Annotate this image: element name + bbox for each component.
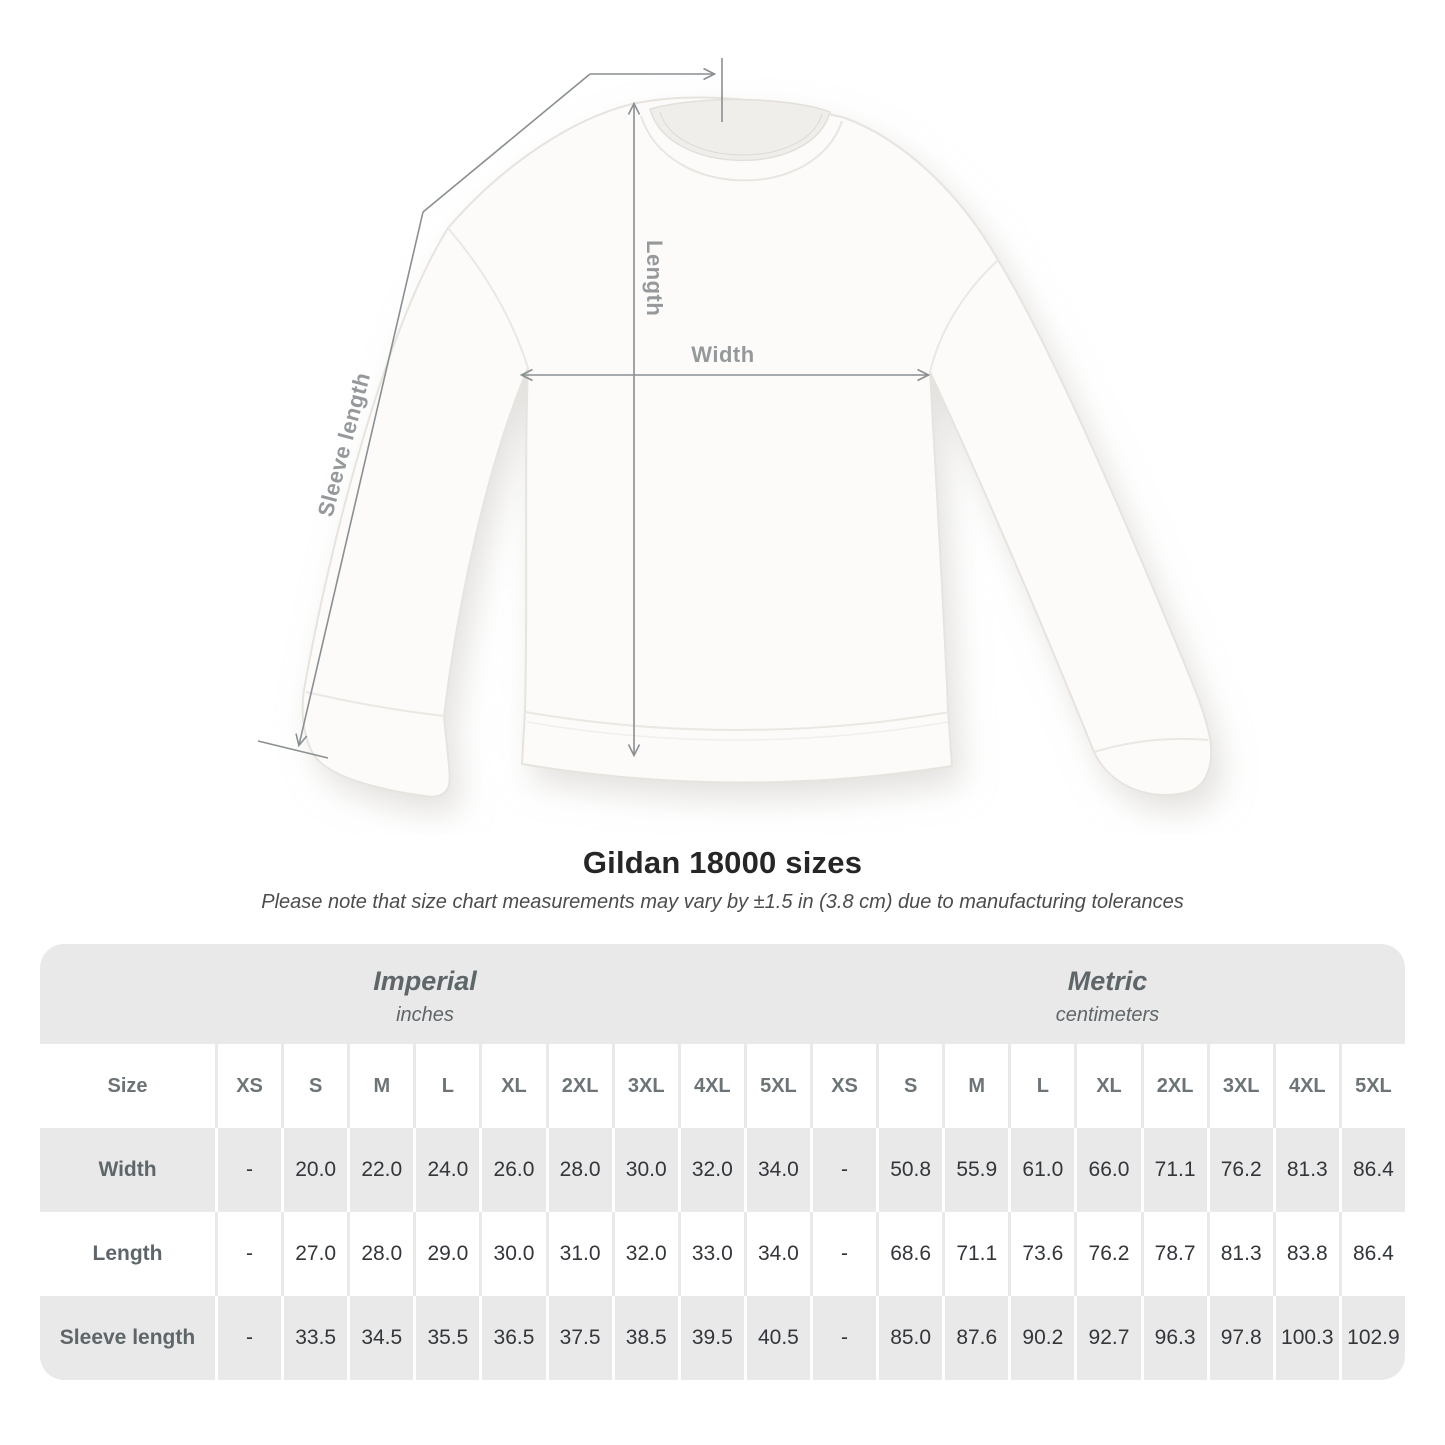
width-metric-xs: -	[809, 1128, 877, 1212]
size-col-header: 3XL	[1206, 1044, 1273, 1128]
size-col-header: L	[413, 1044, 480, 1128]
size-col-header: 4XL	[677, 1044, 744, 1128]
sleeve-metric-4xl: 100.3	[1272, 1296, 1339, 1380]
sleeve-imperial-xs: -	[215, 1296, 282, 1380]
width-label: Width	[691, 342, 754, 367]
length-row: Length - 27.0 28.0 29.0 30.0 31.0 32.0 3…	[40, 1212, 1405, 1296]
size-col-header: 5XL	[743, 1044, 810, 1128]
metric-group-header: Metric centimeters	[809, 944, 1405, 1044]
length-imperial-2xl: 31.0	[545, 1212, 612, 1296]
width-imperial-3xl: 30.0	[611, 1128, 678, 1212]
length-metric-5xl: 86.4	[1338, 1212, 1405, 1296]
width-imperial-m: 22.0	[347, 1128, 414, 1212]
sleeve-metric-2xl: 96.3	[1140, 1296, 1207, 1380]
size-table: Imperial inches Metric centimeters Size …	[40, 944, 1405, 1380]
size-col-header: 3XL	[611, 1044, 678, 1128]
size-col-header: S	[876, 1044, 943, 1128]
size-col-header: XS	[215, 1044, 282, 1128]
sleeve-imperial-s: 33.5	[281, 1296, 348, 1380]
size-header-cell: Size	[40, 1044, 215, 1128]
width-row: Width - 20.0 22.0 24.0 26.0 28.0 30.0 32…	[40, 1128, 1405, 1212]
size-col-header: XS	[809, 1044, 877, 1128]
length-imperial-5xl: 34.0	[743, 1212, 810, 1296]
row-label: Sleeve length	[40, 1296, 215, 1380]
width-metric-xl: 66.0	[1074, 1128, 1141, 1212]
imperial-group-header: Imperial inches	[40, 944, 810, 1044]
sleeve-imperial-l: 35.5	[413, 1296, 480, 1380]
sleeve-metric-xs: -	[809, 1296, 877, 1380]
width-metric-2xl: 71.1	[1140, 1128, 1207, 1212]
width-imperial-s: 20.0	[281, 1128, 348, 1212]
length-metric-3xl: 81.3	[1206, 1212, 1273, 1296]
sleeve-metric-m: 87.6	[942, 1296, 1009, 1380]
sleeve-length-line	[295, 211, 424, 748]
sweatshirt-image	[301, 96, 1213, 798]
sleeve-end-tick	[257, 740, 329, 759]
sleeve-metric-s: 85.0	[876, 1296, 943, 1380]
length-metric-m: 71.1	[942, 1212, 1009, 1296]
row-label: Width	[40, 1128, 215, 1212]
sleeve-imperial-xl: 36.5	[479, 1296, 546, 1380]
length-label: Length	[642, 240, 667, 316]
length-imperial-l: 29.0	[413, 1212, 480, 1296]
size-col-header: 4XL	[1272, 1044, 1339, 1128]
length-imperial-m: 28.0	[347, 1212, 414, 1296]
size-col-header: XL	[479, 1044, 546, 1128]
width-metric-5xl: 86.4	[1338, 1128, 1405, 1212]
sleeve-imperial-3xl: 38.5	[611, 1296, 678, 1380]
length-metric-xs: -	[809, 1212, 877, 1296]
page-title: Gildan 18000 sizes	[582, 845, 863, 880]
sleeve-metric-l: 90.2	[1008, 1296, 1075, 1380]
length-metric-4xl: 83.8	[1272, 1212, 1339, 1296]
length-metric-xl: 76.2	[1074, 1212, 1141, 1296]
tolerance-note: Please note that size chart measurements…	[261, 891, 1184, 913]
width-imperial-2xl: 28.0	[545, 1128, 612, 1212]
size-col-header: M	[347, 1044, 414, 1128]
sweatshirt-diagram-svg: Width Length Sleeve length	[257, 58, 1213, 798]
size-header-row: Size XS S M L XL 2XL 3XL 4XL 5XL XS S M …	[40, 1044, 1405, 1128]
size-col-header: 5XL	[1338, 1044, 1405, 1128]
width-imperial-l: 24.0	[413, 1128, 480, 1212]
sleeve-imperial-2xl: 37.5	[545, 1296, 612, 1380]
width-imperial-xs: -	[215, 1128, 282, 1212]
sleeve-imperial-5xl: 40.5	[743, 1296, 810, 1380]
sleeve-leader-upper	[422, 73, 591, 213]
size-col-header: 2XL	[545, 1044, 612, 1128]
length-imperial-3xl: 32.0	[611, 1212, 678, 1296]
width-metric-l: 61.0	[1008, 1128, 1075, 1212]
length-metric-2xl: 78.7	[1140, 1212, 1207, 1296]
size-diagram: Width Length Sleeve length	[257, 58, 1213, 798]
length-imperial-xl: 30.0	[479, 1212, 546, 1296]
sleeve-metric-5xl: 102.9	[1338, 1296, 1405, 1380]
width-imperial-4xl: 32.0	[677, 1128, 744, 1212]
size-col-header: XL	[1074, 1044, 1141, 1128]
width-imperial-5xl: 34.0	[743, 1128, 810, 1212]
size-col-header: L	[1008, 1044, 1075, 1128]
width-imperial-xl: 26.0	[479, 1128, 546, 1212]
sleeve-metric-xl: 92.7	[1074, 1296, 1141, 1380]
sleeve-imperial-m: 34.5	[347, 1296, 414, 1380]
size-col-header: 2XL	[1140, 1044, 1207, 1128]
width-metric-4xl: 81.3	[1272, 1128, 1339, 1212]
length-imperial-xs: -	[215, 1212, 282, 1296]
size-col-header: M	[942, 1044, 1009, 1128]
length-metric-s: 68.6	[876, 1212, 943, 1296]
sleeve-metric-3xl: 97.8	[1206, 1296, 1273, 1380]
width-metric-m: 55.9	[942, 1128, 1009, 1212]
row-label: Length	[40, 1212, 215, 1296]
length-imperial-s: 27.0	[281, 1212, 348, 1296]
length-imperial-4xl: 33.0	[677, 1212, 744, 1296]
size-col-header: S	[281, 1044, 348, 1128]
width-metric-s: 50.8	[876, 1128, 943, 1212]
sleeve-length-row: Sleeve length - 33.5 34.5 35.5 36.5 37.5…	[40, 1296, 1405, 1380]
unit-group-row: Imperial inches Metric centimeters	[40, 944, 1405, 1044]
length-metric-l: 73.6	[1008, 1212, 1075, 1296]
width-metric-3xl: 76.2	[1206, 1128, 1273, 1212]
sleeve-imperial-4xl: 39.5	[677, 1296, 744, 1380]
